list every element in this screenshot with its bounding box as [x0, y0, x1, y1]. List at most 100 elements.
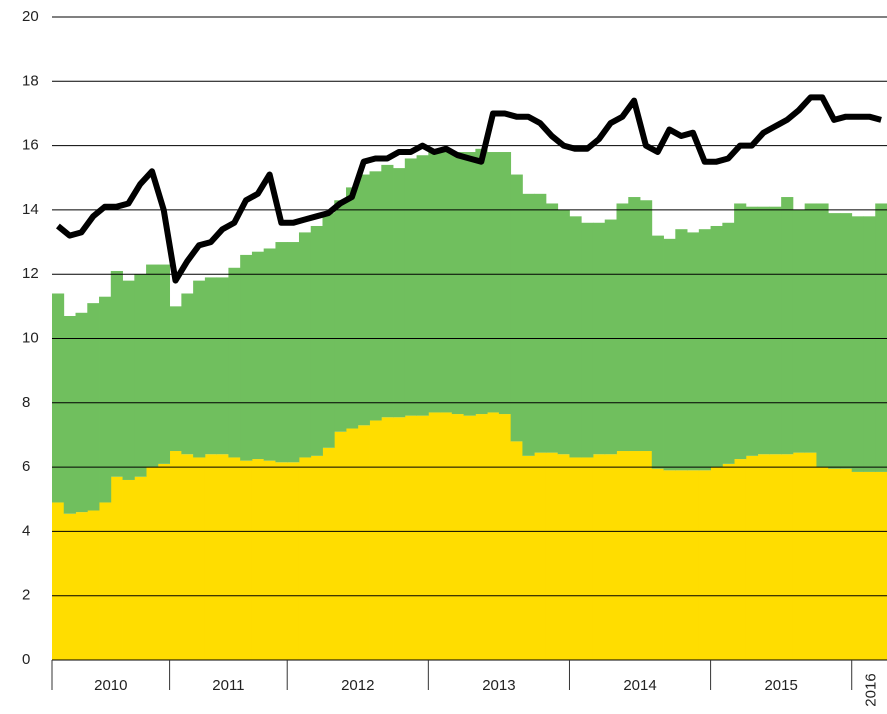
y-tick-label: 2 [22, 587, 30, 604]
bar-segment [475, 148, 488, 415]
bar-segment [416, 415, 429, 660]
bar-segment [381, 164, 394, 418]
bar-segment [804, 203, 817, 453]
bar-segment [816, 203, 829, 468]
bar-segment [710, 467, 723, 660]
bar-segment [616, 203, 629, 452]
bar-segment [581, 222, 594, 458]
bar-segment [99, 296, 112, 503]
bar-segment [757, 454, 770, 660]
x-group-label: 2016 [862, 673, 879, 706]
bar-segment [734, 459, 747, 660]
bar-segment [63, 513, 76, 660]
bar-segment [134, 274, 147, 477]
bar-segment [204, 277, 218, 455]
bar-segment [298, 232, 312, 458]
bar-segment [334, 431, 347, 660]
bar-segment [346, 428, 359, 660]
bar-segment [393, 168, 406, 418]
bar-segment [792, 209, 806, 453]
bar-segment [99, 502, 112, 660]
bar-segment [498, 414, 512, 660]
bar-segment [863, 471, 876, 660]
bar-segment [569, 457, 582, 660]
bar-segment [428, 152, 441, 413]
x-group-label: 2010 [94, 677, 127, 694]
bar-segment [451, 152, 465, 415]
bar-segment [839, 213, 853, 469]
bar-segment [804, 452, 817, 660]
y-tick-label: 0 [22, 651, 30, 668]
bar-segment [781, 197, 794, 455]
bar-segment [557, 454, 570, 660]
bar-segment [369, 171, 382, 421]
bar-segment [828, 468, 841, 660]
y-tick-label: 14 [22, 201, 39, 218]
y-tick-label: 4 [22, 522, 30, 539]
x-group-label: 2013 [482, 677, 515, 694]
bar-segment [322, 213, 335, 448]
line [55, 94, 882, 284]
bar-segment [381, 417, 394, 660]
bar-segment [216, 277, 229, 455]
bar-segment [146, 264, 159, 468]
bar-segment [322, 447, 335, 660]
bar-segment [863, 216, 876, 472]
bar-segment [475, 414, 488, 660]
bar-segment [216, 454, 229, 660]
bar-segment [592, 454, 606, 660]
bar-segment [675, 470, 688, 660]
bar-segment [157, 264, 171, 464]
bar-segment [769, 206, 782, 455]
y-tick-label: 6 [22, 458, 30, 475]
bar-segment [52, 502, 65, 660]
bar-segment [404, 415, 417, 660]
bar-segment [498, 152, 512, 415]
bar-segment [616, 451, 629, 660]
bar-segment [875, 471, 887, 660]
bar-segment [228, 457, 241, 660]
y-tick-label: 16 [22, 137, 39, 154]
bar-segment [228, 267, 241, 458]
bar-segment [310, 455, 323, 660]
y-tick-label: 12 [22, 265, 39, 282]
y-tick-label: 10 [22, 329, 39, 346]
bar-segment [640, 200, 653, 452]
bar-segment [287, 242, 300, 463]
bar-segment [122, 479, 135, 660]
bar-segment [463, 152, 476, 416]
bar-segment [839, 468, 853, 660]
bar-segment [569, 216, 582, 458]
bar-segment [181, 293, 194, 455]
bar-segment [357, 425, 370, 660]
y-tick-label: 18 [22, 72, 39, 89]
bar-segment [734, 203, 747, 460]
bar-segment [745, 455, 759, 660]
bar-segment [769, 454, 782, 660]
x-group-label: 2012 [341, 677, 374, 694]
bar-segment [416, 155, 429, 416]
bar-segment [451, 414, 465, 660]
bar-segment [110, 476, 123, 660]
bar-segment [134, 476, 147, 660]
bar-segment [275, 242, 288, 463]
bar-segment [875, 203, 887, 472]
bar-segment [651, 468, 664, 660]
bar-segment [640, 451, 653, 660]
bar-segment [87, 303, 100, 511]
lines [55, 94, 882, 284]
bar-segment [169, 306, 182, 452]
bar-segment [298, 457, 312, 660]
bar-segment [816, 467, 829, 660]
bar-segment [522, 193, 535, 456]
bar-segment [169, 451, 182, 660]
x-group-label: 2011 [212, 677, 244, 694]
bars [52, 148, 887, 660]
bar-segment [557, 209, 570, 455]
x-group-label: 2014 [623, 677, 656, 694]
bar-segment [463, 415, 476, 660]
bar-segment [193, 280, 206, 458]
bar-segment [698, 470, 711, 660]
bar-segment [181, 454, 194, 660]
bar-segment [581, 457, 594, 660]
